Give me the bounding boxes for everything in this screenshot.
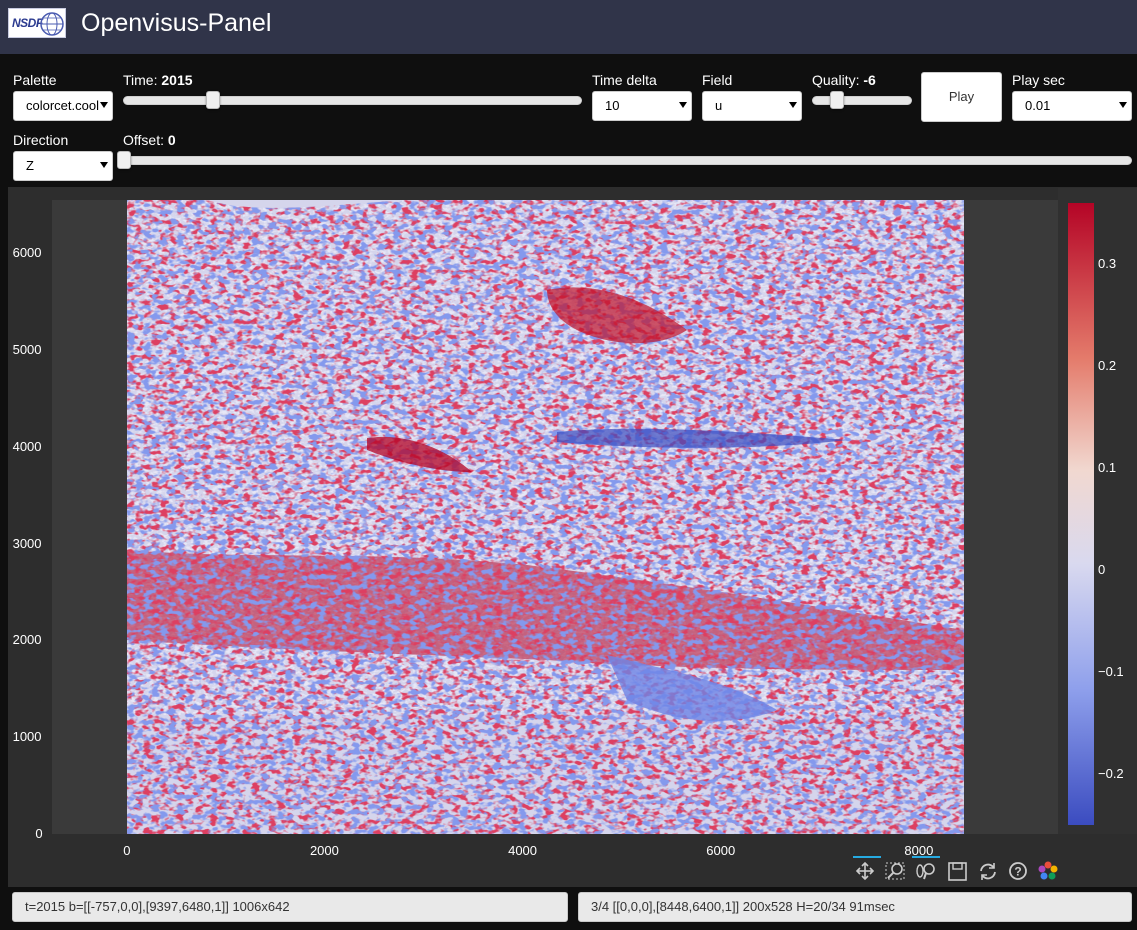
svg-text:?: ? [1014, 865, 1021, 879]
chevron-down-icon [100, 162, 108, 168]
help-icon: ? [1009, 862, 1027, 880]
indian-ocean-jet [367, 436, 472, 472]
field-label: Field [702, 72, 733, 88]
chevron-down-icon [1119, 102, 1127, 108]
play-button[interactable]: Play [921, 72, 1002, 122]
bokeh-logo-icon [1038, 861, 1058, 880]
colorbar-tick-label: 0.2 [1098, 358, 1117, 374]
box-zoom-tool[interactable] [884, 860, 908, 882]
ocean-heatmap[interactable] [127, 200, 964, 834]
field-select[interactable]: u [702, 91, 802, 121]
chevron-down-icon [679, 102, 687, 108]
globe-icon [40, 12, 64, 36]
time-label-text: Time: [123, 72, 158, 88]
colorbar-tick-label: 0.3 [1098, 256, 1117, 272]
logo-text: NSDF [12, 16, 43, 30]
bokeh-logo[interactable] [1036, 860, 1060, 882]
palette-select[interactable]: colorcet.cool [13, 91, 113, 121]
y-tick-label: 4000 [12, 438, 42, 454]
offset-label: Offset: 0 [123, 132, 176, 148]
quality-label-text: Quality: [812, 72, 860, 88]
quality-slider[interactable] [812, 96, 912, 105]
y-tick-label: 3000 [12, 535, 42, 551]
chevron-down-icon [100, 102, 108, 108]
quality-slider-handle[interactable] [830, 91, 844, 109]
field-value: u [715, 98, 723, 113]
direction-label: Direction [13, 132, 69, 148]
reset-tool[interactable] [976, 860, 1000, 882]
play-sec-value: 0.01 [1025, 98, 1051, 113]
wheel-zoom-icon [916, 863, 935, 880]
play-sec-select[interactable]: 0.01 [1012, 91, 1132, 121]
y-tick-label: 0 [35, 826, 43, 841]
x-tick-label: 4000 [508, 843, 538, 858]
x-tick-label: 8000 [904, 843, 934, 858]
pan-icon [855, 861, 875, 881]
offset-slider-handle[interactable] [117, 151, 131, 169]
app-title: Openvisus-Panel [81, 9, 272, 37]
y-tick-label: 1000 [12, 729, 42, 745]
wheel-zoom-tool[interactable] [912, 856, 940, 882]
time-slider[interactable] [123, 96, 582, 105]
colorbar-tick-label: 0 [1098, 562, 1106, 578]
status-right: 3/4 [[0,0,0],[8448,6400,1]] 200x528 H=20… [578, 892, 1132, 922]
save-tool[interactable] [946, 860, 970, 882]
offset-value: 0 [167, 132, 176, 148]
quality-value: -6 [863, 72, 876, 88]
north-pacific-feature [547, 287, 687, 344]
reset-icon [980, 863, 996, 880]
colorbar-tick-label: −0.1 [1098, 664, 1124, 680]
chevron-down-icon [789, 102, 797, 108]
x-tick-label: 6000 [706, 843, 736, 858]
time-delta-value: 10 [605, 98, 620, 113]
save-icon [948, 862, 967, 881]
play-sec-label: Play sec [1012, 72, 1065, 88]
time-value: 2015 [161, 72, 193, 88]
colorbar-tick-label: −0.2 [1098, 766, 1124, 782]
equatorial-current [557, 428, 847, 448]
offset-slider[interactable] [123, 156, 1132, 165]
x-tick-label: 0 [123, 843, 131, 858]
time-slider-handle[interactable] [206, 91, 220, 109]
time-delta-select[interactable]: 10 [592, 91, 692, 121]
direction-value: Z [26, 158, 34, 173]
x-tick-label: 2000 [309, 843, 339, 858]
help-tool[interactable]: ? [1006, 860, 1030, 882]
time-label: Time: 2015 [123, 72, 193, 88]
box-zoom-icon [885, 862, 905, 880]
y-tick-label: 2000 [12, 632, 42, 648]
colorbar [1068, 203, 1094, 825]
y-tick-label: 6000 [12, 245, 42, 261]
offset-label-text: Offset: [123, 132, 164, 148]
pan-tool[interactable] [853, 856, 881, 882]
time-delta-label: Time delta [592, 72, 657, 88]
colorbar-tick-label: 0.1 [1098, 460, 1117, 476]
direction-select[interactable]: Z [13, 151, 113, 181]
palette-value: colorcet.cool [26, 98, 99, 113]
nsdf-logo: NSDF [8, 8, 66, 38]
ocean-field [127, 200, 964, 834]
negative-anomalies [127, 200, 964, 834]
palette-label: Palette [13, 72, 57, 88]
quality-label: Quality: -6 [812, 72, 876, 88]
antarctic-edge [607, 655, 777, 721]
app-header: NSDF Openvisus-Panel [0, 0, 1137, 54]
status-left: t=2015 b=[[-757,0,0],[9397,6480,1]] 1006… [12, 892, 568, 922]
y-tick-label: 5000 [12, 342, 42, 358]
